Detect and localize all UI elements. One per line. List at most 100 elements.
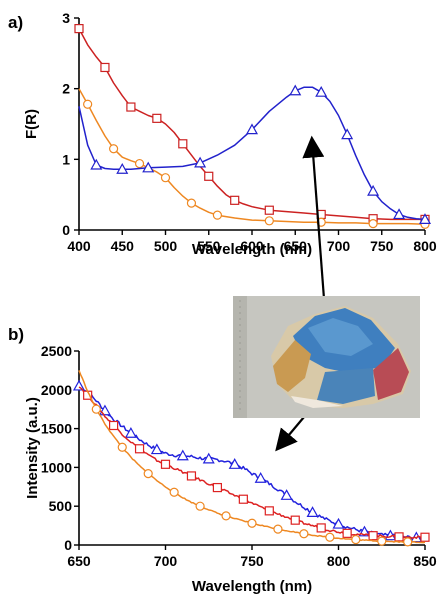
y-axis-label: F(R) (23, 109, 40, 139)
data-point-square (108, 420, 119, 431)
x-tick-label: 450 (111, 238, 135, 254)
data-point-circle (247, 518, 257, 528)
data-point-circle (368, 219, 378, 229)
data-point-square (420, 532, 430, 542)
data-point-square (212, 482, 222, 493)
data-point-circle (83, 99, 93, 109)
x-tick-label: 550 (197, 238, 221, 254)
data-point-square (290, 515, 300, 525)
fragment-photo (233, 296, 420, 418)
data-point-triangle (418, 213, 432, 224)
data-point-square (264, 205, 274, 215)
data-point-circle (264, 216, 274, 226)
x-tick-label: 700 (327, 238, 351, 254)
data-point-circle (403, 537, 413, 547)
panel-label: b) (8, 325, 24, 344)
data-point-triangle (332, 517, 345, 529)
x-tick-label: 500 (154, 238, 178, 254)
data-point-square (230, 195, 240, 205)
data-point-triangle (367, 184, 380, 196)
data-point-square (368, 531, 378, 541)
data-point-triangle (245, 123, 259, 135)
data-point-square (126, 102, 136, 112)
x-tick-label: 650 (284, 238, 308, 254)
data-point-triangle (194, 156, 207, 168)
x-tick-label: 650 (67, 553, 91, 569)
y-tick-label: 2 (62, 81, 70, 97)
x-tick-label: 800 (327, 553, 351, 569)
data-point-triangle (254, 472, 267, 483)
data-point-square (152, 113, 162, 123)
data-point-circle (143, 469, 153, 479)
data-point-circle (108, 144, 119, 154)
y-axis-label: Intensity (a.u.) (24, 397, 41, 499)
y-tick-label: 1 (62, 151, 70, 167)
x-tick-label: 600 (240, 238, 264, 254)
data-point-circle (117, 442, 127, 452)
data-point-square (186, 471, 197, 481)
data-point-triangle (150, 443, 163, 455)
data-point-triangle (228, 458, 241, 469)
y-tick-label: 0 (64, 537, 72, 553)
data-point-square (264, 506, 274, 516)
data-point-circle (195, 501, 205, 511)
data-point-circle (160, 173, 171, 183)
data-point-triangle (142, 161, 155, 173)
x-tick-label: 850 (413, 553, 437, 569)
y-tick-label: 2000 (41, 382, 72, 398)
data-point-triangle (341, 128, 354, 140)
fragment-image (233, 296, 420, 418)
data-point-square (342, 528, 352, 538)
arrow-to-panel-a (302, 135, 327, 313)
data-point-triangle (124, 427, 137, 438)
y-tick-label: 3 (62, 10, 70, 26)
data-point-square (238, 494, 248, 504)
data-point-square (394, 532, 404, 542)
data-point-triangle (72, 379, 86, 391)
panel-b: 650 700 750 800 850 0 500 1000 1500 2000 2500 b) Wav… (8, 325, 437, 595)
data-point-triangle (176, 449, 189, 461)
data-point-triangle (90, 158, 103, 170)
data-point-circle (273, 524, 283, 534)
data-point-circle (299, 529, 309, 539)
x-tick-label: 700 (154, 553, 178, 569)
data-point-triangle (306, 506, 319, 518)
y-tick-label: 0 (62, 222, 70, 238)
data-point-square (160, 459, 171, 469)
data-point-circle (325, 532, 335, 542)
panel-a: 400 450 500 550 600 650 700 750 800 0 1 2 3 a) Wavelen… (8, 10, 437, 258)
x-axis-label: Wavelength (nm) (192, 241, 312, 258)
x-tick-label: 750 (240, 553, 264, 569)
data-point-circle (212, 210, 222, 220)
data-point-square (204, 171, 214, 181)
panel-label: a) (8, 13, 23, 32)
data-point-circle (377, 536, 387, 546)
data-point-triangle (116, 162, 129, 174)
data-point-triangle (315, 85, 328, 97)
y-tick-label: 2500 (41, 343, 72, 359)
data-point-circle (91, 404, 101, 414)
series-line (78, 88, 426, 226)
data-point-circle (221, 511, 231, 521)
data-point-square (74, 24, 84, 34)
data-point-square (134, 444, 145, 454)
data-point-circle (186, 198, 197, 208)
data-point-triangle (280, 489, 293, 500)
data-point-triangle (289, 84, 302, 96)
x-axis-label: Wavelength (nm) (192, 578, 312, 595)
data-point-square (178, 139, 188, 149)
data-point-circle (134, 158, 145, 169)
data-point-triangle (202, 452, 215, 464)
data-point-triangle (393, 208, 406, 220)
x-tick-label: 750 (370, 238, 394, 254)
y-tick-label: 1500 (41, 421, 72, 437)
x-tick-label: 800 (413, 238, 437, 254)
x-tick-label: 400 (67, 238, 91, 254)
data-point-circle (351, 534, 361, 545)
data-point-square (100, 62, 110, 73)
data-point-circle (169, 487, 179, 497)
y-tick-label: 1000 (41, 459, 72, 475)
data-point-square (316, 523, 326, 533)
y-tick-label: 500 (49, 498, 73, 514)
